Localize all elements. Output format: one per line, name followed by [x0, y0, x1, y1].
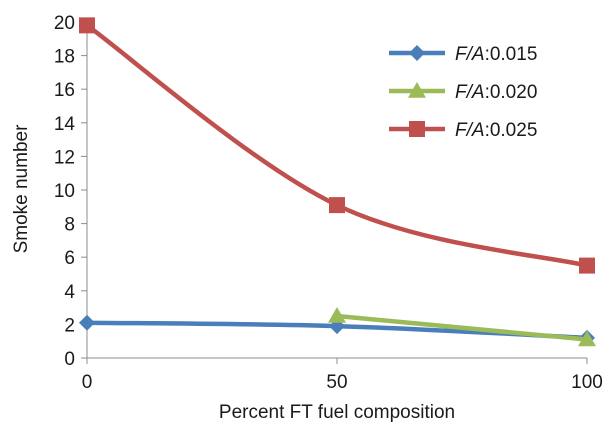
legend-label-prefix: F/A [455, 44, 485, 65]
y-tick-label: 14 [54, 114, 76, 135]
legend-label: F/A:0.025 [455, 120, 537, 141]
legend-item-triangle: F/A:0.020 [389, 82, 537, 103]
legend-label: F/A:0.020 [455, 82, 537, 103]
legend-item-square: F/A:0.025 [389, 120, 537, 141]
x-tick-label: 100 [571, 372, 603, 393]
x-axis-title: Percent FT fuel composition [219, 402, 455, 423]
y-tick-label: 20 [54, 13, 75, 34]
series-triangle [328, 307, 596, 347]
legend-marker-square [409, 121, 425, 137]
data-point-diamond [79, 314, 95, 331]
y-tick-label: 0 [64, 349, 75, 370]
x-tick-label: 0 [82, 372, 93, 393]
legend-label-prefix: F/A [455, 120, 485, 141]
series-line-triangle [336, 313, 588, 342]
y-tick-label: 2 [64, 315, 75, 336]
data-point-square [579, 257, 595, 274]
x-axis-ticks: 0 50 100 [82, 358, 603, 393]
legend-label-prefix: F/A [455, 82, 485, 103]
series-layer [79, 17, 596, 347]
data-point-triangle [328, 307, 346, 323]
legend-label-value: :0.015 [485, 44, 538, 65]
y-tick-label: 18 [54, 47, 75, 68]
legend-marker-diamond [409, 45, 425, 61]
legend-label-value: :0.025 [485, 120, 538, 141]
legend-marker-triangle [408, 82, 426, 98]
data-point-square [79, 17, 95, 34]
y-tick-label: 6 [64, 248, 75, 269]
x-tick-label: 50 [326, 372, 347, 393]
data-point-square [329, 197, 345, 214]
y-tick-label: 8 [64, 215, 75, 236]
legend-label-value: :0.020 [485, 82, 538, 103]
y-axis-ticks: 0 2 4 6 8 10 12 14 16 18 20 [54, 13, 87, 370]
legend-label: F/A:0.015 [455, 44, 537, 65]
legend-item-diamond: F/A:0.015 [389, 44, 537, 65]
y-tick-label: 10 [54, 181, 75, 202]
data-point-triangle [578, 330, 596, 347]
y-tick-label: 16 [54, 80, 75, 101]
y-tick-label: 4 [64, 282, 75, 303]
y-axis-title: Smoke number [11, 124, 32, 254]
y-tick-label: 12 [54, 147, 75, 168]
series-square [79, 17, 595, 274]
